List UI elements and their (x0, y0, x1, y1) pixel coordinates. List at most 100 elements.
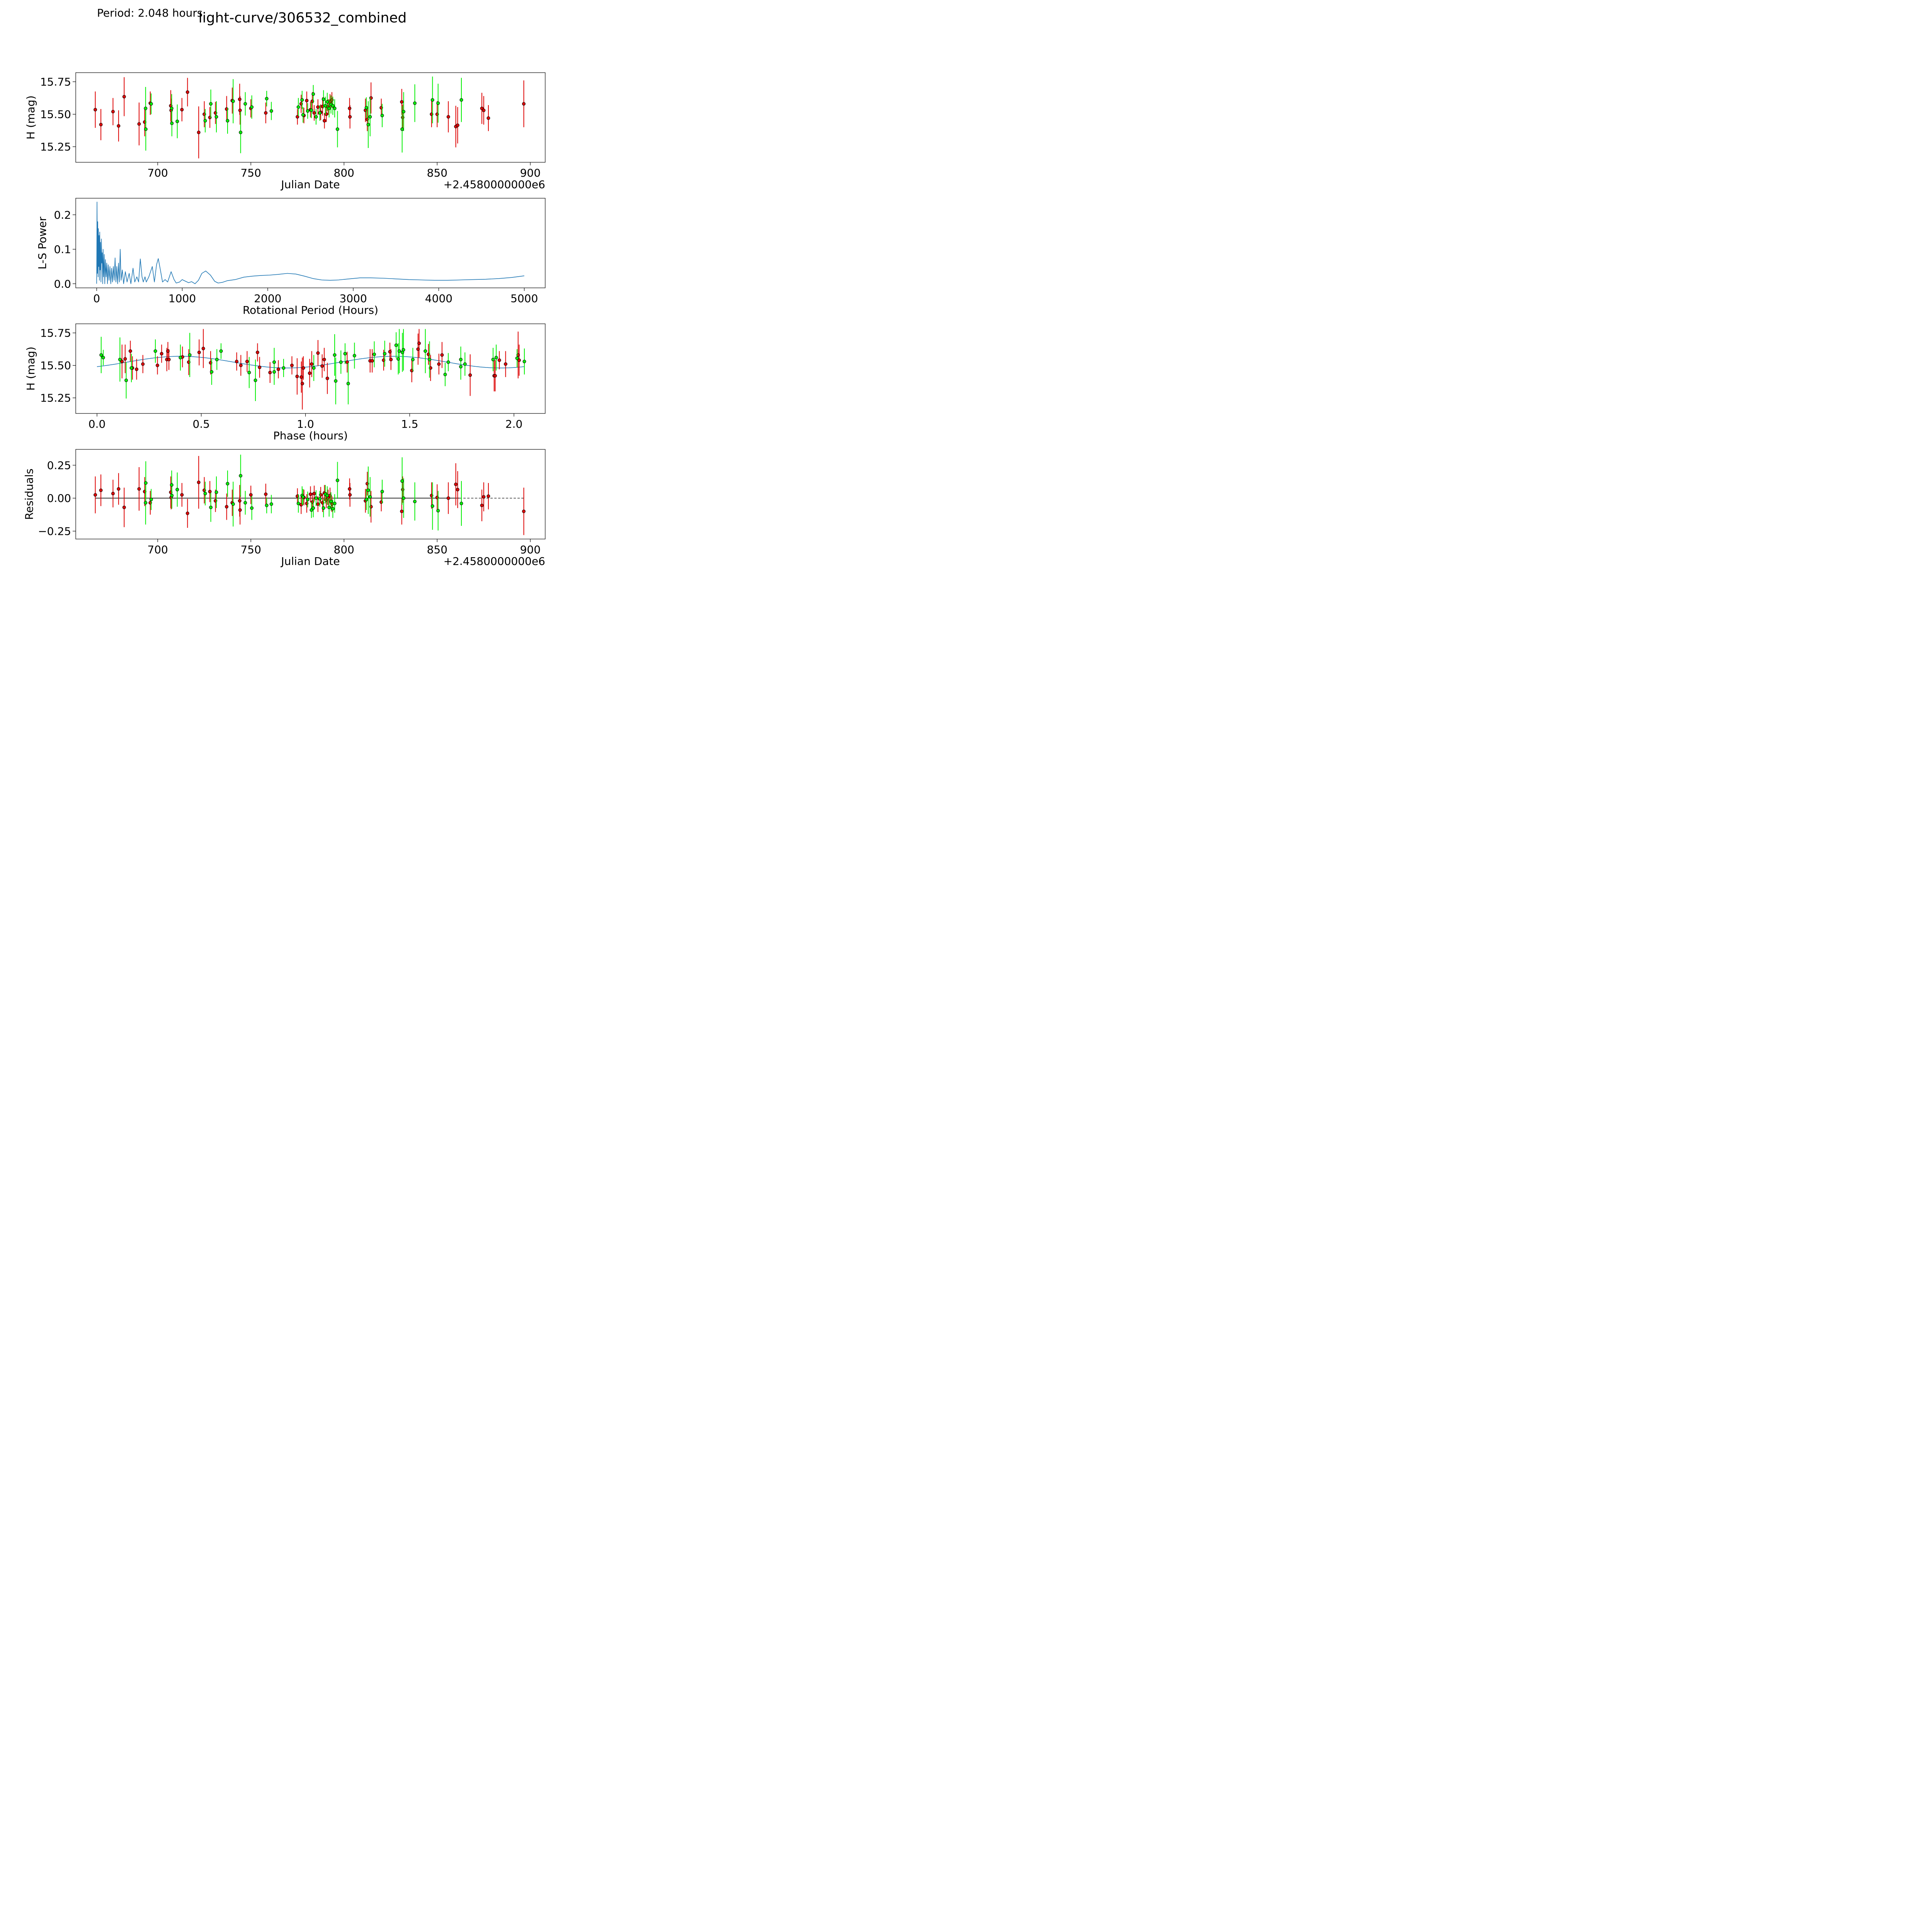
green-point (175, 119, 179, 123)
green-point (364, 498, 368, 502)
red-point (185, 90, 189, 94)
red-point (522, 509, 526, 513)
green-point (491, 357, 495, 361)
y-tick-label: 0.0 (54, 277, 71, 290)
green-point (310, 109, 313, 112)
red-point (122, 505, 126, 509)
green-point (400, 127, 404, 131)
red-point (94, 108, 97, 112)
plot-area (94, 77, 526, 158)
red-point (197, 350, 201, 354)
red-point (160, 352, 163, 355)
period-label: Period: 2.048 hours (97, 7, 202, 19)
y-tick-label: −0.25 (38, 525, 71, 538)
x-tick-label: 5000 (510, 292, 538, 305)
red-point (299, 375, 303, 379)
green-point (312, 366, 316, 370)
green-point (219, 349, 223, 353)
red-point (135, 367, 139, 371)
red-point (486, 116, 490, 120)
green-point (118, 357, 122, 361)
red-point (208, 490, 212, 493)
red-point (137, 122, 141, 126)
green-point (323, 104, 327, 108)
red-point (486, 494, 490, 498)
red-point (522, 102, 526, 106)
red-point (316, 105, 320, 109)
x-tick-label: 750 (240, 167, 261, 179)
green-point (459, 98, 463, 102)
green-point (203, 492, 207, 495)
green-point (239, 131, 243, 134)
y-tick-label: 0.00 (47, 492, 71, 505)
red-point (305, 99, 309, 102)
green-point (397, 349, 401, 353)
panel-3: 0.0 0.5 1.0 1.5 2.0 15.25 15.50 15.75 Phase (hou… (24, 323, 546, 442)
green-point (331, 507, 335, 511)
green-point (522, 360, 526, 364)
x-tick-label: 1.0 (297, 418, 314, 430)
green-point (296, 502, 300, 505)
red-point (308, 371, 311, 375)
green-point (333, 106, 337, 110)
x-offset-label: +2.4580000000e6 (444, 555, 545, 568)
green-point (253, 378, 257, 382)
green-point (325, 100, 329, 104)
red-point (117, 124, 121, 128)
x-tick-label: 700 (147, 167, 168, 179)
green-point (402, 110, 406, 114)
red-point (94, 493, 97, 497)
x-tick-label: 4000 (425, 292, 452, 305)
green-point (214, 490, 218, 494)
green-point (329, 500, 333, 503)
green-point (459, 357, 463, 361)
x-axis-label: Julian Date (280, 555, 340, 568)
x-tick-label: 900 (520, 167, 541, 179)
red-point (245, 360, 249, 364)
x-axis-label: Julian Date (280, 178, 340, 191)
red-point (201, 347, 205, 350)
green-point (335, 127, 339, 131)
red-point (309, 492, 312, 496)
y-tick-label: 15.25 (40, 141, 71, 153)
red-point (312, 492, 316, 495)
green-point (327, 505, 331, 509)
green-point (272, 370, 276, 374)
red-point (493, 374, 497, 378)
x-tick-label: 800 (334, 543, 354, 556)
y-axis-label: Residuals (23, 469, 36, 520)
green-point (265, 503, 269, 507)
green-point (311, 92, 315, 96)
green-point (334, 379, 338, 383)
red-point (141, 362, 145, 366)
red-point (400, 100, 404, 104)
y-tick-label: 15.75 (40, 327, 71, 340)
green-point (430, 98, 434, 102)
green-point (380, 490, 384, 493)
green-point (459, 502, 463, 505)
x-tick-label: 0.0 (88, 418, 106, 430)
green-point (170, 483, 173, 487)
green-point (364, 106, 368, 110)
figure: Period: 2.048 hours light-curve/306532_c… (0, 0, 597, 597)
green-point (301, 495, 305, 499)
plot-area (97, 329, 526, 410)
green-point (459, 365, 463, 369)
red-point (137, 487, 141, 491)
green-point (400, 479, 404, 483)
x-tick-label: 750 (240, 543, 261, 556)
panel-2: 0 1000 2000 3000 4000 5000 0.0 0.1 0.2 Rotational… (36, 198, 546, 316)
green-point (243, 501, 247, 505)
red-point (225, 505, 229, 509)
red-point (295, 374, 299, 378)
red-point (290, 364, 294, 367)
green-point (321, 506, 325, 510)
green-point (423, 349, 427, 353)
green-point (129, 366, 133, 370)
plot-area (94, 454, 526, 535)
red-point (255, 350, 259, 354)
green-point (209, 102, 213, 106)
x-tick-label: 850 (427, 167, 447, 179)
green-point (494, 355, 498, 359)
red-point (264, 492, 268, 496)
